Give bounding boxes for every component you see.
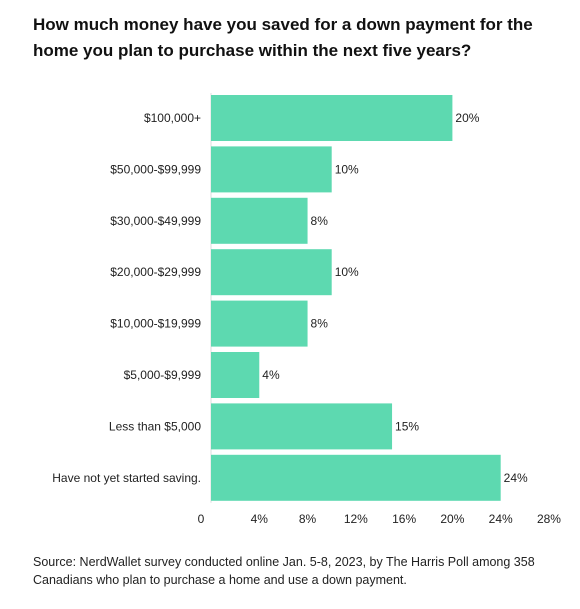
value-label: 24% [504,471,528,485]
bar [211,249,332,296]
category-label: Less than $5,000 [109,419,201,433]
bar [211,403,393,450]
value-label: 8% [311,214,329,228]
chart-title: How much money have you saved for a down… [33,15,533,60]
value-label: 4% [262,368,280,382]
bar [211,95,453,141]
x-tick-label: 16% [392,512,416,526]
x-tick-label: 20% [440,512,464,526]
category-labels: $100,000+ $50,000-$99,999 $30,000-$49,999 $… [52,111,201,485]
value-label: 8% [311,317,329,331]
x-tick-label: 0 [198,512,205,526]
category-label: $100,000+ [144,111,201,125]
value-label: 15% [395,419,419,433]
category-label: $50,000-$99,999 [110,162,201,176]
x-tick-label: 4% [251,512,269,526]
value-labels: 20% 10% 8% 10% 8% 4% 15% 24% [262,111,528,485]
category-label: $10,000-$19,999 [110,317,201,331]
source-note: Source: NerdWallet survey conducted onli… [33,555,535,587]
bar [211,300,308,347]
value-label: 10% [335,265,359,279]
x-axis-ticks: 0 4% 8% 12% 16% 20% 24% 28% [198,512,562,526]
x-tick-label: 24% [489,512,513,526]
value-label: 10% [335,162,359,176]
bar [211,352,260,398]
category-label: $30,000-$49,999 [110,214,201,228]
x-tick-label: 28% [537,512,561,526]
x-tick-label: 12% [344,512,368,526]
bar [211,146,332,193]
category-label: Have not yet started saving. [52,471,201,485]
x-tick-label: 8% [299,512,317,526]
value-label: 20% [455,111,479,125]
bar [211,454,501,501]
bar [211,197,308,244]
category-label: $20,000-$29,999 [110,265,201,279]
category-label: $5,000-$9,999 [124,368,202,382]
plot-area: $100,000+ $50,000-$99,999 $30,000-$49,999 $… [52,93,561,526]
bars-layer [211,95,501,501]
